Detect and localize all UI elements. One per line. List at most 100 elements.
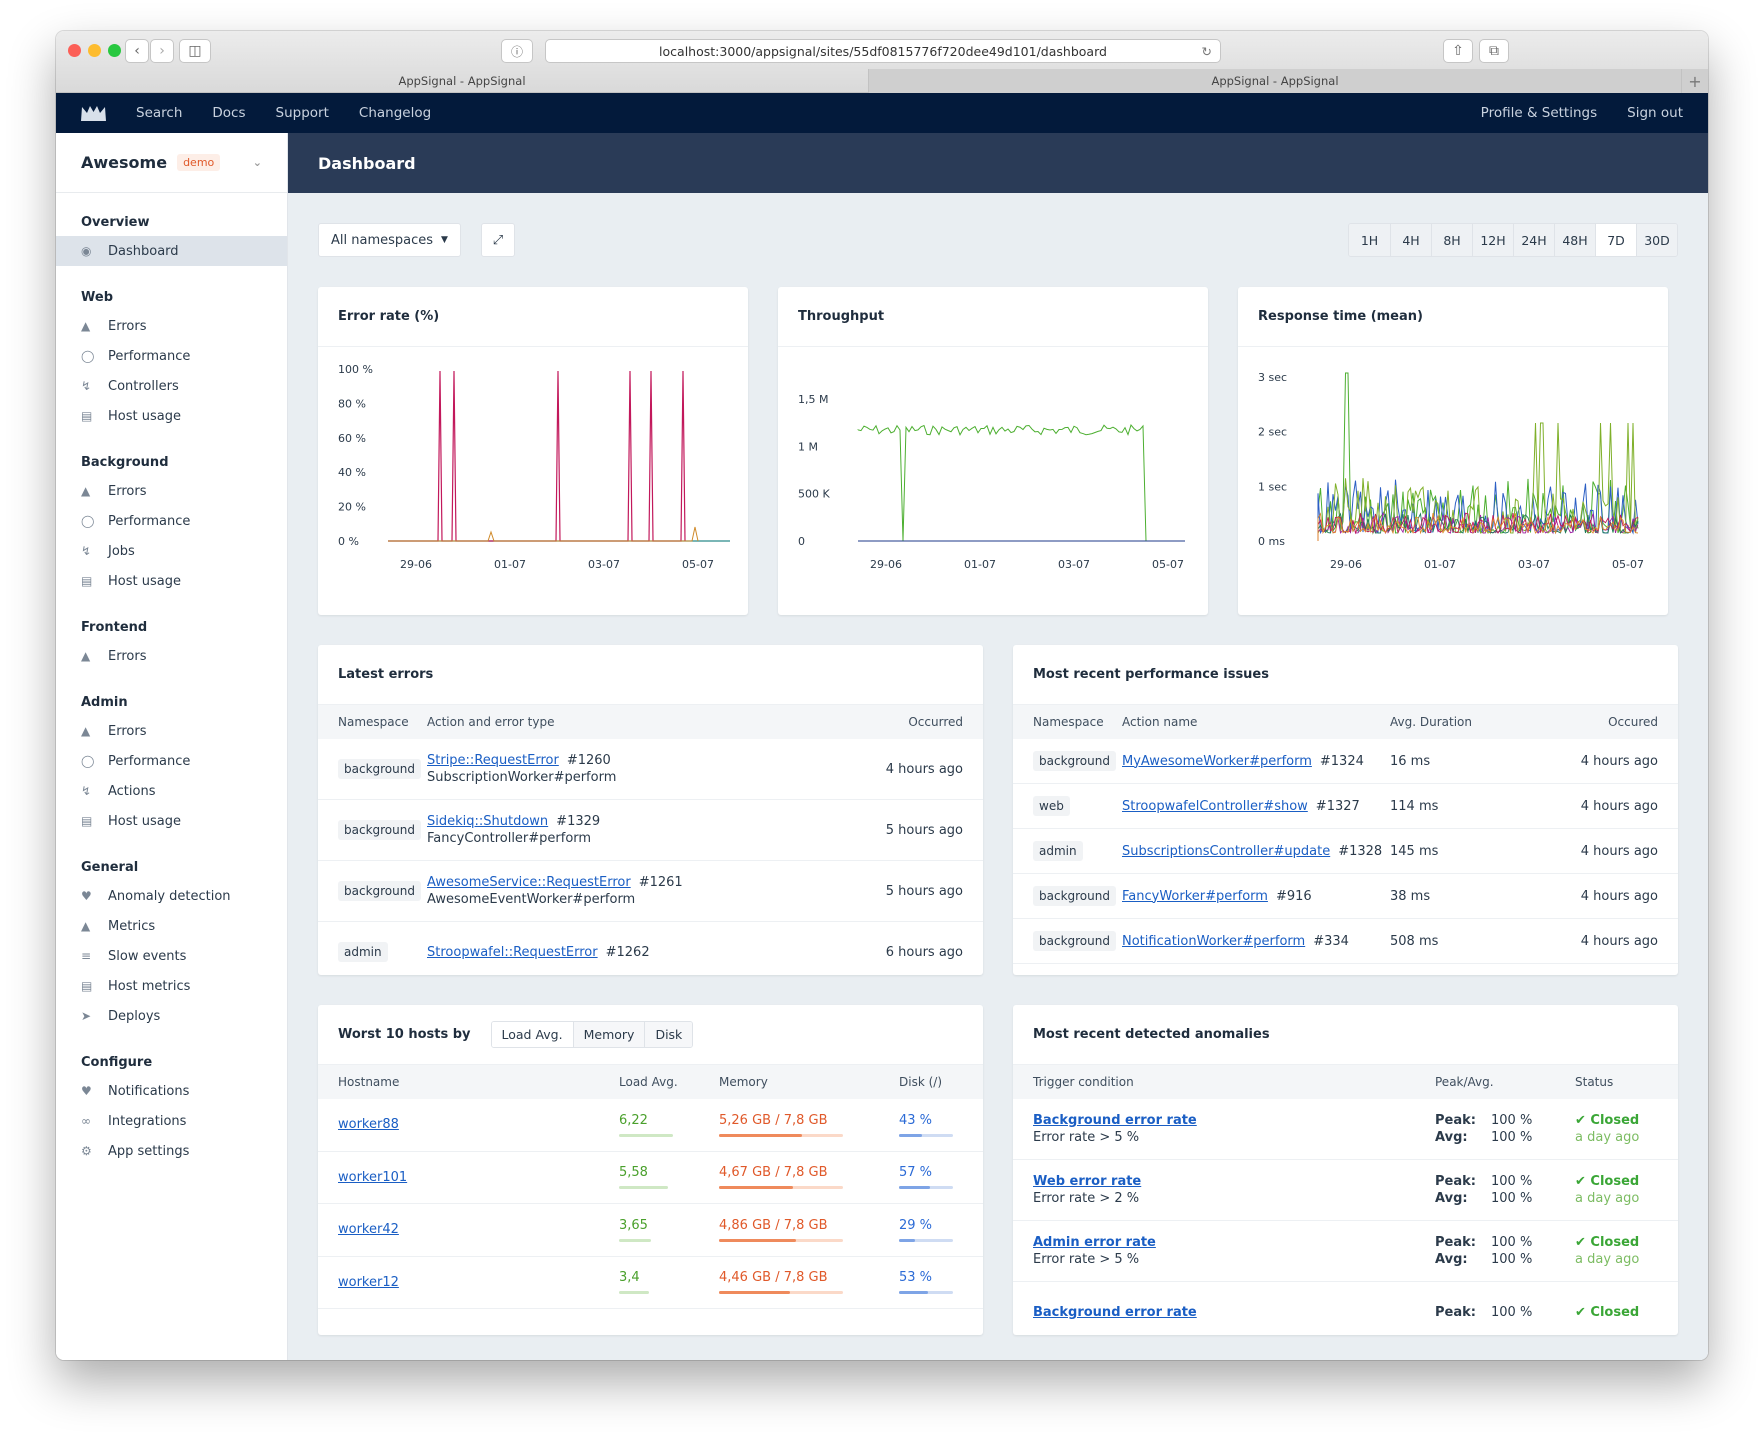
nav-sign-out[interactable]: Sign out <box>1627 105 1683 121</box>
performance-row[interactable]: background NotificationWorker#perform #334… <box>1013 919 1678 964</box>
sidebar-item-background-jobs[interactable]: ↯ Jobs <box>56 536 287 566</box>
performance-issues-list[interactable]: background MyAwesomeWorker#perform #1324 16… <box>1013 739 1678 975</box>
range-4h[interactable]: 4H <box>1390 224 1431 256</box>
range-1h[interactable]: 1H <box>1349 224 1390 256</box>
sidebar-item-admin-actions[interactable]: ↯ Actions <box>56 776 287 806</box>
tab-memory[interactable]: Memory <box>572 1022 645 1047</box>
performance-row[interactable]: background FancyWorker#perform #916 38 ms 4 … <box>1013 874 1678 919</box>
hostname-link[interactable]: worker101 <box>338 1169 408 1185</box>
action-link[interactable]: StroopwafelController#show <box>1122 798 1308 814</box>
sidebar-item-overview-dashboard[interactable]: ◉ Dashboard <box>56 236 287 266</box>
browser-tab-2[interactable]: AppSignal - AppSignal <box>869 69 1682 93</box>
range-30d[interactable]: 30D <box>1636 224 1677 256</box>
sidebar-item-general-slow-events[interactable]: ≡ Slow events <box>56 941 287 971</box>
error-link[interactable]: Sidekiq::Shutdown <box>427 814 549 829</box>
nav-support[interactable]: Support <box>275 105 329 121</box>
error-row[interactable]: background Stripe::RequestError #1260 Subsc… <box>318 739 983 800</box>
column-header: Disk (/) <box>899 1075 942 1089</box>
hosts-list[interactable]: worker88 6,22 5,26 GB / 7,8 GB 43 % worker10… <box>318 1099 983 1335</box>
anomaly-row[interactable]: Background error rate Error rate > 5 % Pea… <box>1013 1099 1678 1160</box>
performance-row[interactable]: web StroopwafelController#show #1327 114 ms… <box>1013 784 1678 829</box>
address-bar[interactable]: localhost:3000/appsignal/sites/55df08157… <box>545 39 1221 63</box>
sidebar-item-admin-errors[interactable]: ▲ Errors <box>56 716 287 746</box>
tabs-overview-icon[interactable]: ⧉ <box>1479 39 1509 63</box>
close-window-button[interactable] <box>68 44 81 57</box>
range-12h[interactable]: 12H <box>1472 224 1513 256</box>
hostname-link[interactable]: worker88 <box>338 1117 399 1133</box>
sidebar-item-configure-integrations[interactable]: ∞ Integrations <box>56 1106 287 1136</box>
sidebar-toggle-icon[interactable]: ◫ <box>179 39 211 63</box>
range-7d[interactable]: 7D <box>1595 224 1636 256</box>
sidebar-item-general-host-metrics[interactable]: ▤ Host metrics <box>56 971 287 1001</box>
error-link[interactable]: AwesomeService::RequestError <box>427 875 631 890</box>
nav-changelog[interactable]: Changelog <box>358 105 432 121</box>
sidebar-item-admin-host-usage[interactable]: ▤ Host usage <box>56 806 287 836</box>
forward-icon[interactable]: › <box>150 39 174 63</box>
tab-disk[interactable]: Disk <box>644 1022 693 1047</box>
share-icon[interactable]: ⇧ <box>1443 39 1473 63</box>
zoom-window-button[interactable] <box>108 44 121 57</box>
range-8h[interactable]: 8H <box>1431 224 1472 256</box>
sidebar-item-web-host-usage[interactable]: ▤ Host usage <box>56 401 287 431</box>
namespace-select[interactable]: All namespaces ▼ <box>318 223 461 257</box>
sidebar-item-background-errors[interactable]: ▲ Errors <box>56 476 287 506</box>
sidebar-item-web-controllers[interactable]: ↯ Controllers <box>56 371 287 401</box>
anomaly-row[interactable]: Background error rate Peak: 100 % ✔ Closed <box>1013 1282 1678 1335</box>
action-link[interactable]: NotificationWorker#perform <box>1122 933 1306 949</box>
sidebar-item-configure-notifications[interactable]: ♥ Notifications <box>56 1076 287 1106</box>
hostname-link[interactable]: worker12 <box>338 1274 399 1290</box>
sidebar-item-background-performance[interactable]: ◯ Performance <box>56 506 287 536</box>
error-link[interactable]: Stroopwafel::RequestError <box>427 944 598 960</box>
host-row[interactable]: worker42 3,65 4,86 GB / 7,8 GB 29 % <box>318 1204 983 1257</box>
trigger-link[interactable]: Admin error rate <box>1033 1235 1156 1250</box>
range-48h[interactable]: 48H <box>1554 224 1595 256</box>
reload-icon[interactable]: ↻ <box>1201 43 1212 59</box>
expand-icon[interactable]: ⤢ <box>480 223 515 257</box>
browser-tab-1[interactable]: AppSignal - AppSignal <box>56 69 869 93</box>
appsignal-logo-icon[interactable] <box>81 105 106 121</box>
tab-load-avg[interactable]: Load Avg. <box>491 1022 573 1047</box>
trigger-link[interactable]: Background error rate <box>1033 1113 1197 1128</box>
chart-plot[interactable]: 3 sec 2 sec 1 sec 0 ms 29-06 01-07 03-07 05-07 <box>1238 347 1668 613</box>
error-row[interactable]: background Sidekiq::Shutdown #1329 FancyCon… <box>318 800 983 861</box>
host-row[interactable]: worker12 3,4 4,46 GB / 7,8 GB 53 % <box>318 1257 983 1309</box>
sidebar-item-background-host-usage[interactable]: ▤ Host usage <box>56 566 287 596</box>
chart-plot[interactable]: 1,5 M 1 M 500 K 0 29-06 01-07 03-07 05-07 <box>778 347 1208 613</box>
back-icon[interactable]: ‹ <box>125 39 149 63</box>
range-24h[interactable]: 24H <box>1513 224 1554 256</box>
nav-search[interactable]: Search <box>136 105 183 121</box>
privacy-report-icon[interactable]: ⓘ <box>501 39 533 63</box>
action-link[interactable]: SubscriptionsController#update <box>1122 843 1331 859</box>
latest-errors-list[interactable]: background Stripe::RequestError #1260 Subsc… <box>318 739 983 975</box>
new-tab-icon[interactable]: + <box>1682 69 1708 93</box>
error-row[interactable]: background AwesomeService::RequestError #1… <box>318 861 983 922</box>
sidebar-item-frontend-errors[interactable]: ▲ Errors <box>56 641 287 671</box>
anomaly-row[interactable]: Web error rate Error rate > 2 % Peak: 100 %… <box>1013 1160 1678 1221</box>
sidebar-item-general-anomaly-detection[interactable]: ♥ Anomaly detection <box>56 881 287 911</box>
nav-profile-settings[interactable]: Profile & Settings <box>1480 105 1598 121</box>
hostname-link[interactable]: worker42 <box>338 1222 399 1238</box>
sidebar-item-web-errors[interactable]: ▲ Errors <box>56 311 287 341</box>
chart-plot[interactable]: 100 % 80 % 60 % 40 % 20 % 0 % 29-06 01-07 03-07 0… <box>318 347 748 613</box>
anomaly-row[interactable]: Admin error rate Error rate > 5 % Peak: 100… <box>1013 1221 1678 1282</box>
app-switcher[interactable]: Awesome demo ⌄ <box>56 133 287 193</box>
minimize-window-button[interactable] <box>88 44 101 57</box>
performance-issues-card: Most recent performance issues Namespace… <box>1013 645 1678 975</box>
trigger-link[interactable]: Background error rate <box>1033 1304 1197 1320</box>
performance-row[interactable]: admin SubscriptionsController#update #1328… <box>1013 829 1678 874</box>
error-row[interactable]: admin Stroopwafel::RequestError #1262 6 hou… <box>318 922 983 975</box>
sidebar-item-general-metrics[interactable]: ▲ Metrics <box>56 911 287 941</box>
anomalies-list[interactable]: Background error rate Error rate > 5 % Pea… <box>1013 1099 1678 1335</box>
trigger-link[interactable]: Web error rate <box>1033 1174 1142 1189</box>
nav-docs[interactable]: Docs <box>212 105 246 121</box>
sidebar-item-general-deploys[interactable]: ➤ Deploys <box>56 1001 287 1031</box>
action-link[interactable]: MyAwesomeWorker#perform <box>1122 753 1312 769</box>
sidebar-item-configure-app-settings[interactable]: ⚙ App settings <box>56 1136 287 1166</box>
action-link[interactable]: FancyWorker#perform <box>1122 888 1268 904</box>
error-link[interactable]: Stripe::RequestError <box>427 753 559 768</box>
sidebar-item-admin-performance[interactable]: ◯ Performance <box>56 746 287 776</box>
host-row[interactable]: worker88 6,22 5,26 GB / 7,8 GB 43 % <box>318 1099 983 1152</box>
host-row[interactable]: worker101 5,58 4,67 GB / 7,8 GB 57 % <box>318 1152 983 1204</box>
sidebar-item-web-performance[interactable]: ◯ Performance <box>56 341 287 371</box>
performance-row[interactable]: background MyAwesomeWorker#perform #1324 16… <box>1013 739 1678 784</box>
